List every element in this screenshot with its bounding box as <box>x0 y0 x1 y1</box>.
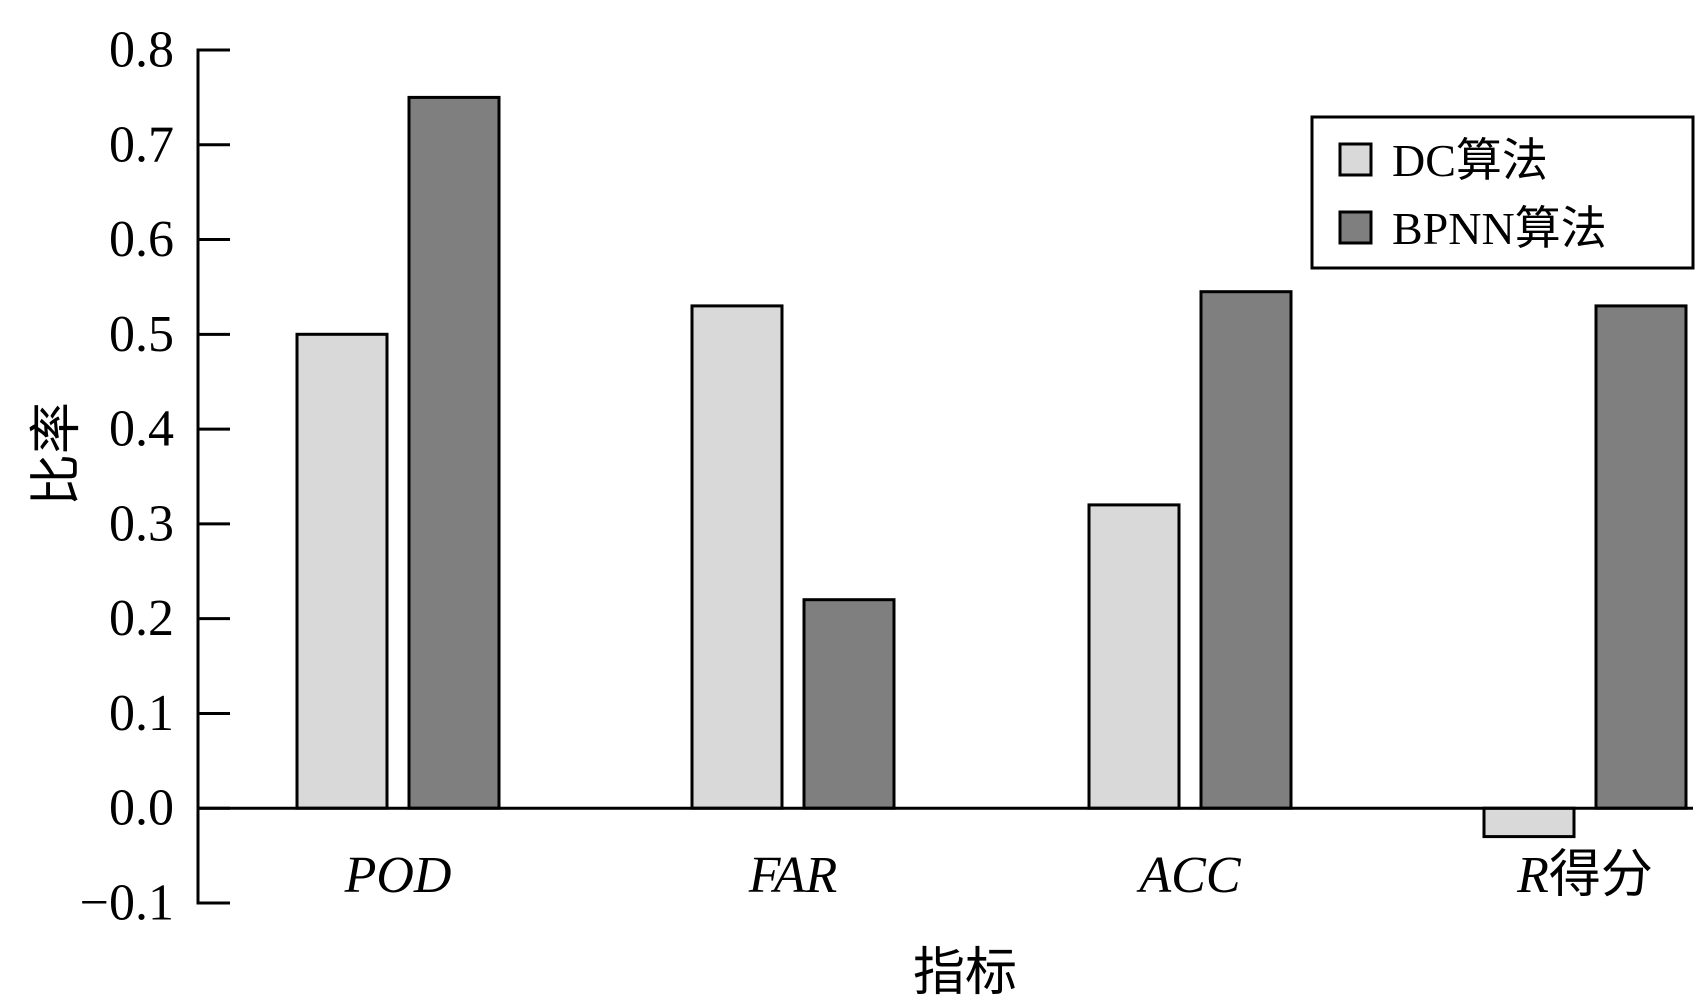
x-axis-title: 指标 <box>913 945 1017 1002</box>
y-tick-label: 0.4 <box>109 401 174 458</box>
y-tick-label: 0.0 <box>109 780 174 837</box>
legend-swatch-bpnn <box>1338 210 1373 245</box>
bar-bpnn-1 <box>802 598 896 810</box>
legend-label-bpnn: BPNN算法 <box>1392 203 1607 254</box>
x-category-label-italic: R <box>1516 847 1549 904</box>
x-category-labels: POD FAR ACC R得分 <box>344 847 1653 904</box>
x-category-label: FAR <box>748 847 838 904</box>
bar-dc-3 <box>1482 806 1576 839</box>
y-tick-label: −0.1 <box>80 875 174 932</box>
bars-group <box>295 95 1688 839</box>
y-tick-label: 0.1 <box>109 685 174 742</box>
x-category-label: POD <box>344 847 452 904</box>
x-category-label: ACC <box>1136 847 1241 904</box>
y-tick-label: 0.3 <box>109 495 174 552</box>
y-tick-label: 0.2 <box>109 590 174 647</box>
bar-bpnn-0 <box>407 95 501 810</box>
y-axis: −0.1 0.0 0.1 0.2 0.3 0.4 0.5 0.6 0.7 0.8 <box>80 22 1693 932</box>
legend-swatch-dc <box>1338 142 1373 177</box>
x-category-label: R得分 <box>1516 847 1653 904</box>
y-axis-title: 比率 <box>29 402 86 506</box>
y-tick-label: 0.6 <box>109 211 174 268</box>
bar-dc-1 <box>690 304 784 810</box>
x-category-label-suffix: 得分 <box>1549 847 1653 904</box>
legend-label-dc: DC算法 <box>1392 135 1548 186</box>
bar-dc-2 <box>1087 503 1181 810</box>
y-tick-label: 0.7 <box>109 116 174 173</box>
legend-box <box>1310 115 1695 270</box>
bar-bpnn-2 <box>1199 290 1293 810</box>
y-tick-label: 0.8 <box>109 22 174 79</box>
bar-dc-0 <box>295 332 389 810</box>
x-category-label-italic: ACC <box>1136 847 1241 904</box>
y-tick-label: 0.5 <box>109 306 174 363</box>
bar-bpnn-3 <box>1594 304 1688 810</box>
x-category-label-italic: FAR <box>748 847 838 904</box>
legend: DC算法 BPNN算法 <box>1310 115 1695 270</box>
x-category-label-italic: POD <box>344 847 452 904</box>
